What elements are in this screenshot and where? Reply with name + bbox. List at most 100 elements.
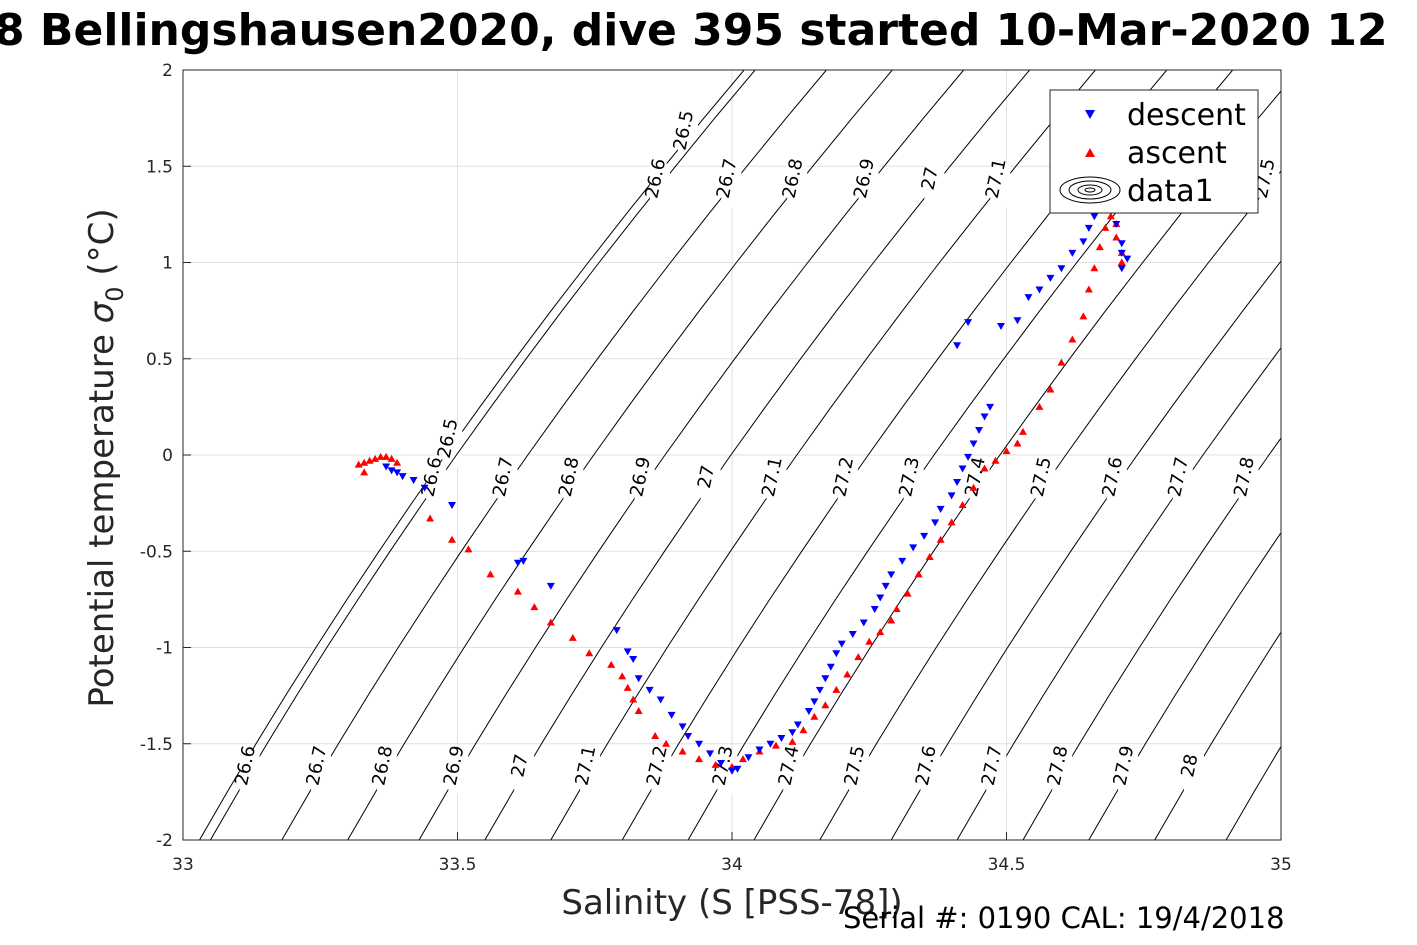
chart-title: 8 Bellingshausen2020, dive 395 started 1…: [0, 5, 1388, 56]
isopycnal-label-bg: [442, 423, 463, 468]
descent-point: [837, 640, 846, 648]
descent-point: [848, 631, 857, 639]
ascent-point: [1084, 285, 1093, 293]
isopycnal-line: [281, 70, 827, 840]
y-tick-label: 1.5: [146, 157, 173, 177]
isopycnal-line: [550, 70, 1096, 840]
descent-point: [936, 505, 945, 513]
ascent-point: [854, 653, 863, 661]
ascent-point: [382, 452, 391, 460]
descent-point: [1090, 213, 1099, 221]
descent-point: [728, 767, 736, 775]
descent-point: [898, 557, 907, 565]
ascent-point: [607, 660, 616, 668]
ascent-point: [1101, 223, 1110, 231]
isopycnal-label-bg: [580, 750, 601, 795]
ascent-point: [1046, 385, 1055, 393]
descent-point: [964, 453, 973, 461]
ascent-point: [464, 545, 473, 553]
ascent-point: [1095, 243, 1104, 251]
isopycnal-label-bg: [634, 461, 655, 506]
isopycnal-label-bg: [783, 750, 804, 795]
ascent-point: [530, 603, 539, 611]
y-axis-label-main: Potential temperature: [82, 323, 122, 707]
ascent-point: [771, 741, 780, 749]
ascent-point: [387, 454, 396, 462]
descent-point: [1046, 274, 1055, 282]
footer-serial-cal: Serial #: 0190 CAL: 19/4/2018: [843, 901, 1285, 935]
ascent-point: [695, 755, 704, 763]
descent-point: [634, 675, 643, 683]
isopycnal-label: 27: [507, 752, 532, 779]
descent-point: [398, 473, 407, 481]
descent-point: [717, 760, 726, 767]
ascent-point: [1035, 402, 1044, 410]
descent-point: [931, 519, 940, 527]
descent-point: [706, 750, 715, 758]
descent-point: [1013, 317, 1022, 325]
isopycnal-line: [347, 70, 893, 840]
isopycnal-27.9: 27.9: [1088, 531, 1281, 840]
descent-point: [788, 729, 797, 737]
y-tick-label: -1.5: [140, 735, 173, 755]
ascent-point: [634, 707, 643, 715]
x-tick-label: 35: [1270, 855, 1292, 875]
ascent-point: [426, 514, 435, 522]
ascent-point: [623, 683, 632, 691]
isopycnal-line: [484, 70, 1030, 840]
isopycnal-label-bg: [1259, 163, 1280, 208]
ascent-point: [1079, 312, 1088, 320]
ascent-point: [914, 570, 923, 578]
legend-ascent-marker: [1085, 148, 1095, 157]
descent-point: [1079, 238, 1088, 246]
descent-point: [382, 463, 391, 471]
isopycnal-27: 27 27 27: [484, 70, 1030, 840]
ascent-point: [585, 649, 594, 657]
descent-point: [777, 734, 786, 742]
ascent-point: [788, 737, 797, 745]
legend-data1-contour-icon: [1059, 176, 1121, 204]
ascent-point: [799, 726, 808, 734]
ascent-point: [887, 616, 896, 624]
ascent-point: [629, 695, 638, 703]
x-axis-ticks: 33 33.5 34 34.5 35: [172, 832, 1292, 875]
descent-point: [1117, 265, 1126, 273]
descent-point: [1068, 249, 1077, 257]
isopycnal-line: [1154, 631, 1281, 840]
ascent-point: [486, 570, 495, 578]
isopycnal-label-bg: [1052, 750, 1073, 795]
ascent-point: [546, 618, 555, 626]
descent-point: [513, 559, 522, 567]
isopycnal-label-bg: [700, 461, 721, 506]
y-axis-label: Potential temperature σ0 (°C): [82, 208, 129, 707]
descent-point: [409, 477, 418, 485]
descent-point: [1057, 265, 1066, 273]
legend-descent-marker: [1085, 110, 1095, 119]
descent-point: [1117, 249, 1126, 257]
ascent-point: [354, 460, 363, 468]
descent-point: [623, 648, 632, 656]
legend-data1-label: data1: [1127, 174, 1214, 209]
isopycnal-label-bg: [858, 163, 879, 208]
descent-point: [1035, 286, 1044, 294]
descent-point: [387, 467, 396, 475]
ascent-point: [958, 501, 967, 509]
ascent-point: [738, 755, 747, 763]
y-axis-label-sigma: σ: [82, 300, 122, 323]
isopycnal-label-bg: [721, 163, 742, 208]
ascent-point: [1106, 212, 1115, 220]
series-ascent: [354, 204, 1126, 770]
y-tick-label: -2: [156, 831, 173, 851]
ascent-point: [1018, 427, 1027, 435]
ascent-point: [865, 637, 874, 645]
isopycnal-28: 28: [1154, 631, 1281, 840]
descent-point: [645, 686, 654, 694]
ascent-point: [1013, 439, 1022, 447]
legend-ascent-label: ascent: [1127, 136, 1227, 171]
ascent-point: [1002, 447, 1011, 455]
isopycnal-label: 28: [1177, 752, 1202, 779]
descent-point: [1123, 255, 1132, 263]
descent-point: [667, 711, 676, 719]
descent-point: [546, 582, 555, 590]
